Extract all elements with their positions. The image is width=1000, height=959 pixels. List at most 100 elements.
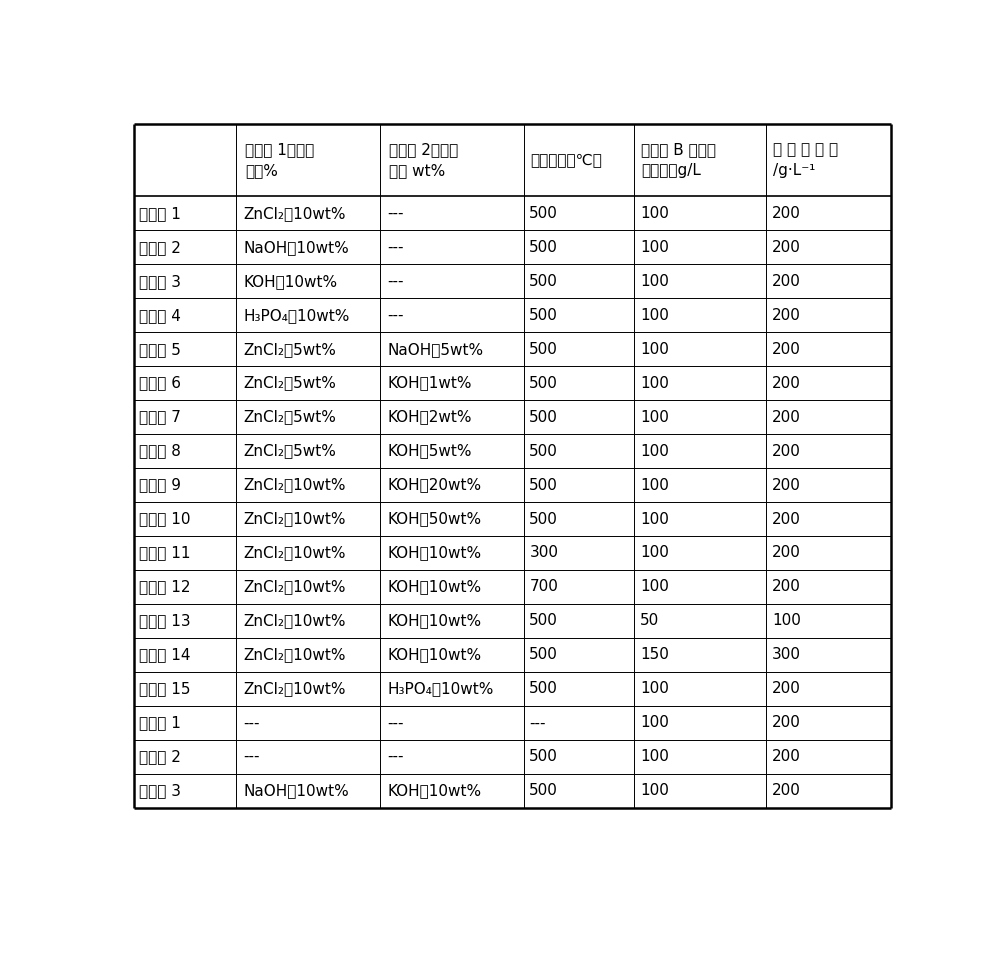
Text: 100: 100 [640,546,669,560]
Text: ZnCl₂，10wt%: ZnCl₂，10wt% [244,478,346,493]
Text: 实施例 2: 实施例 2 [139,240,181,255]
Text: 200: 200 [772,478,801,493]
Text: 100: 100 [640,784,669,798]
Text: 200: 200 [772,579,801,595]
Text: 醒 酸 锤 含 量
/g·L⁻¹: 醒 酸 锤 含 量 /g·L⁻¹ [773,142,839,178]
Text: 实施例 14: 实施例 14 [139,647,191,663]
Text: 实施例 5: 实施例 5 [139,341,181,357]
Text: KOH，10wt%: KOH，10wt% [244,273,338,289]
Text: 500: 500 [529,478,558,493]
Text: 200: 200 [772,376,801,390]
Text: ZnCl₂，10wt%: ZnCl₂，10wt% [244,579,346,595]
Text: ZnCl₂，10wt%: ZnCl₂，10wt% [244,681,346,696]
Text: 500: 500 [529,647,558,663]
Text: ---: --- [387,749,404,764]
Text: 比较例 1: 比较例 1 [139,715,181,731]
Text: ZnCl₂，10wt%: ZnCl₂，10wt% [244,614,346,628]
Text: 实施例 3: 实施例 3 [139,273,181,289]
Text: KOH，1wt%: KOH，1wt% [387,376,472,390]
Text: ZnCl₂，10wt%: ZnCl₂，10wt% [244,206,346,221]
Text: 改性剂 1，质量
浓度%: 改性剂 1，质量 浓度% [245,142,314,178]
Text: 实施例 7: 实施例 7 [139,409,181,425]
Text: 实施例 13: 实施例 13 [139,614,191,628]
Text: ZnCl₂，5wt%: ZnCl₂，5wt% [244,376,336,390]
Text: 500: 500 [529,376,558,390]
Text: 500: 500 [529,206,558,221]
Text: 500: 500 [529,273,558,289]
Text: 500: 500 [529,784,558,798]
Text: ---: --- [387,308,404,322]
Text: 活化温度（℃）: 活化温度（℃） [530,152,602,168]
Text: 150: 150 [640,647,669,663]
Text: 比较例 3: 比较例 3 [139,784,181,798]
Text: KOH，2wt%: KOH，2wt% [387,409,472,425]
Text: 700: 700 [529,579,558,595]
Text: KOH，10wt%: KOH，10wt% [387,647,481,663]
Text: 500: 500 [529,240,558,255]
Text: 实施例 9: 实施例 9 [139,478,181,493]
Text: 比较例 2: 比较例 2 [139,749,181,764]
Text: 200: 200 [772,341,801,357]
Text: 300: 300 [772,647,801,663]
Text: KOH，50wt%: KOH，50wt% [387,511,481,526]
Text: NaOH，10wt%: NaOH，10wt% [244,240,349,255]
Text: ZnCl₂，5wt%: ZnCl₂，5wt% [244,341,336,357]
Text: 实施例 8: 实施例 8 [139,444,181,458]
Text: 实施例 4: 实施例 4 [139,308,181,322]
Text: 500: 500 [529,614,558,628]
Text: NaOH，5wt%: NaOH，5wt% [387,341,483,357]
Text: KOH，10wt%: KOH，10wt% [387,784,481,798]
Text: ---: --- [529,715,546,731]
Text: 200: 200 [772,273,801,289]
Text: 500: 500 [529,341,558,357]
Text: H₃PO₄，10wt%: H₃PO₄，10wt% [244,308,350,322]
Text: 50: 50 [640,614,659,628]
Text: 实施例 12: 实施例 12 [139,579,191,595]
Text: ---: --- [244,715,260,731]
Text: 100: 100 [640,579,669,595]
Text: 浸渏液 B 中醒酸
锤含量，g/L: 浸渏液 B 中醒酸 锤含量，g/L [641,142,716,178]
Text: 200: 200 [772,715,801,731]
Text: 100: 100 [640,273,669,289]
Text: ZnCl₂，10wt%: ZnCl₂，10wt% [244,647,346,663]
Text: 100: 100 [640,511,669,526]
Text: 200: 200 [772,240,801,255]
Text: 500: 500 [529,444,558,458]
Text: 100: 100 [640,341,669,357]
Text: ZnCl₂，5wt%: ZnCl₂，5wt% [244,409,336,425]
Text: 200: 200 [772,511,801,526]
Text: ---: --- [387,206,404,221]
Text: 200: 200 [772,784,801,798]
Text: KOH，10wt%: KOH，10wt% [387,546,481,560]
Text: 200: 200 [772,409,801,425]
Text: 100: 100 [640,681,669,696]
Text: 500: 500 [529,511,558,526]
Text: 100: 100 [640,715,669,731]
Text: 100: 100 [640,749,669,764]
Text: KOH，10wt%: KOH，10wt% [387,579,481,595]
Text: ---: --- [387,273,404,289]
Text: ZnCl₂，5wt%: ZnCl₂，5wt% [244,444,336,458]
Text: H₃PO₄，10wt%: H₃PO₄，10wt% [387,681,494,696]
Text: 实施例 10: 实施例 10 [139,511,191,526]
Text: 实施例 11: 实施例 11 [139,546,191,560]
Text: 200: 200 [772,546,801,560]
Text: 300: 300 [529,546,558,560]
Text: ---: --- [387,240,404,255]
Text: 500: 500 [529,681,558,696]
Text: 200: 200 [772,681,801,696]
Text: 100: 100 [640,478,669,493]
Text: NaOH，10wt%: NaOH，10wt% [244,784,349,798]
Text: 500: 500 [529,749,558,764]
Text: 实施例 15: 实施例 15 [139,681,191,696]
Text: 实施例 1: 实施例 1 [139,206,181,221]
Text: 200: 200 [772,444,801,458]
Text: 200: 200 [772,749,801,764]
Text: 100: 100 [640,240,669,255]
Text: ---: --- [387,715,404,731]
Text: 100: 100 [640,308,669,322]
Text: 100: 100 [640,206,669,221]
Text: ZnCl₂，10wt%: ZnCl₂，10wt% [244,511,346,526]
Text: KOH，20wt%: KOH，20wt% [387,478,481,493]
Text: KOH，10wt%: KOH，10wt% [387,614,481,628]
